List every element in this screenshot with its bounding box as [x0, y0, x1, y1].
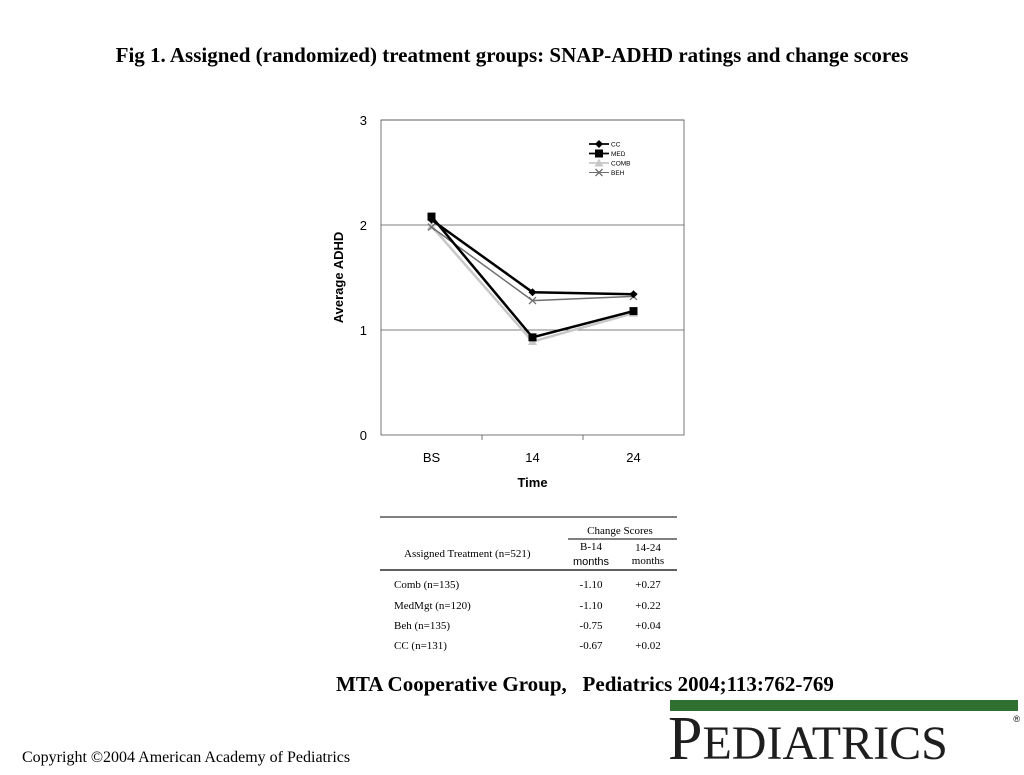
table-row-14-24: +0.02 — [635, 640, 660, 652]
y-tick-label: 2 — [360, 218, 367, 233]
y-axis-label: Average ADHD — [331, 232, 346, 324]
x-tick-label: BS — [423, 450, 441, 465]
y-tick-label: 1 — [360, 323, 367, 338]
table-row: CC (n=131) -0.67 +0.02 — [394, 640, 661, 652]
change-scores-table: Change Scores Assigned Treatment (n=521)… — [380, 516, 677, 652]
legend-marker-cc — [595, 140, 603, 148]
table-row-14-24: +0.22 — [635, 600, 660, 612]
table-row-label: CC (n=131) — [394, 640, 447, 652]
legend-marker-med — [595, 149, 603, 158]
series-line-comb — [430, 225, 634, 343]
table-col-label-header: Assigned Treatment (n=521) — [404, 548, 531, 560]
logo-wordmark: PEDIATRICS — [668, 704, 948, 775]
logo-bar — [670, 700, 1018, 711]
table-group-header: Change Scores — [587, 525, 653, 537]
legend-marker-comb — [594, 158, 604, 167]
data-point-comb — [427, 221, 436, 230]
x-tick-label: 24 — [626, 450, 640, 465]
table-row-label: Comb (n=135) — [394, 579, 460, 591]
table-row-label: Beh (n=135) — [394, 620, 450, 632]
data-point-med — [629, 307, 638, 316]
x-tick-label: 14 — [525, 450, 539, 465]
table-row-b14: -1.10 — [580, 600, 603, 612]
logo-registered-mark: ® — [1013, 714, 1020, 724]
table-row-b14: -0.67 — [580, 640, 603, 652]
legend-label-comb: COMB — [611, 161, 631, 168]
x-axis-label: Time — [517, 475, 547, 490]
figure-title: Fig 1. Assigned (randomized) treatment g… — [115, 43, 909, 67]
table-row: Beh (n=135) -0.75 +0.04 — [394, 620, 661, 632]
plot-frame — [380, 119, 685, 436]
table-row-14-24: +0.04 — [635, 620, 661, 632]
legend-marker-beh — [595, 168, 603, 177]
copyright-notice: Copyright ©2004 American Academy of Pedi… — [22, 749, 351, 766]
data-point-med — [528, 333, 537, 342]
pediatrics-logo: PEDIATRICS ® — [668, 700, 1020, 773]
legend-label-beh: BEH — [611, 170, 625, 177]
table-row: MedMgt (n=120) -1.10 +0.22 — [394, 600, 661, 612]
legend-label-med: MED — [611, 151, 626, 158]
y-tick-label: 3 — [360, 113, 367, 128]
table-row-b14: -0.75 — [580, 620, 603, 632]
data-point-cc — [629, 290, 638, 299]
data-point-cc — [528, 288, 537, 297]
table-col1-header-line1: B-14 — [580, 541, 603, 553]
table-col1-header-line2: months — [573, 556, 610, 568]
series-line-cc — [430, 218, 634, 296]
legend-label-cc: CC — [611, 142, 621, 149]
data-point-beh — [427, 223, 436, 232]
data-point-cc — [427, 215, 436, 224]
table-row-14-24: +0.27 — [635, 579, 661, 591]
line-chart: 0 1 2 3 BS 14 24 Time Average ADHD CC MED COMB BEH — [331, 113, 685, 490]
data-point-beh — [528, 296, 537, 305]
table-col2-header-line1: 14-24 — [635, 542, 661, 554]
table-col2-header-line2: months — [632, 555, 664, 567]
series-line-med — [430, 215, 634, 339]
logo-initial: P — [668, 705, 703, 773]
citation: MTA Cooperative Group, Pediatrics 2004;1… — [336, 672, 834, 696]
table-row: Comb (n=135) -1.10 +0.27 — [394, 579, 661, 591]
y-tick-label: 0 — [360, 428, 367, 443]
table-row-b14: -1.10 — [580, 579, 603, 591]
table-row-label: MedMgt (n=120) — [394, 600, 471, 612]
logo-rest: EDIATRICS — [702, 717, 948, 770]
